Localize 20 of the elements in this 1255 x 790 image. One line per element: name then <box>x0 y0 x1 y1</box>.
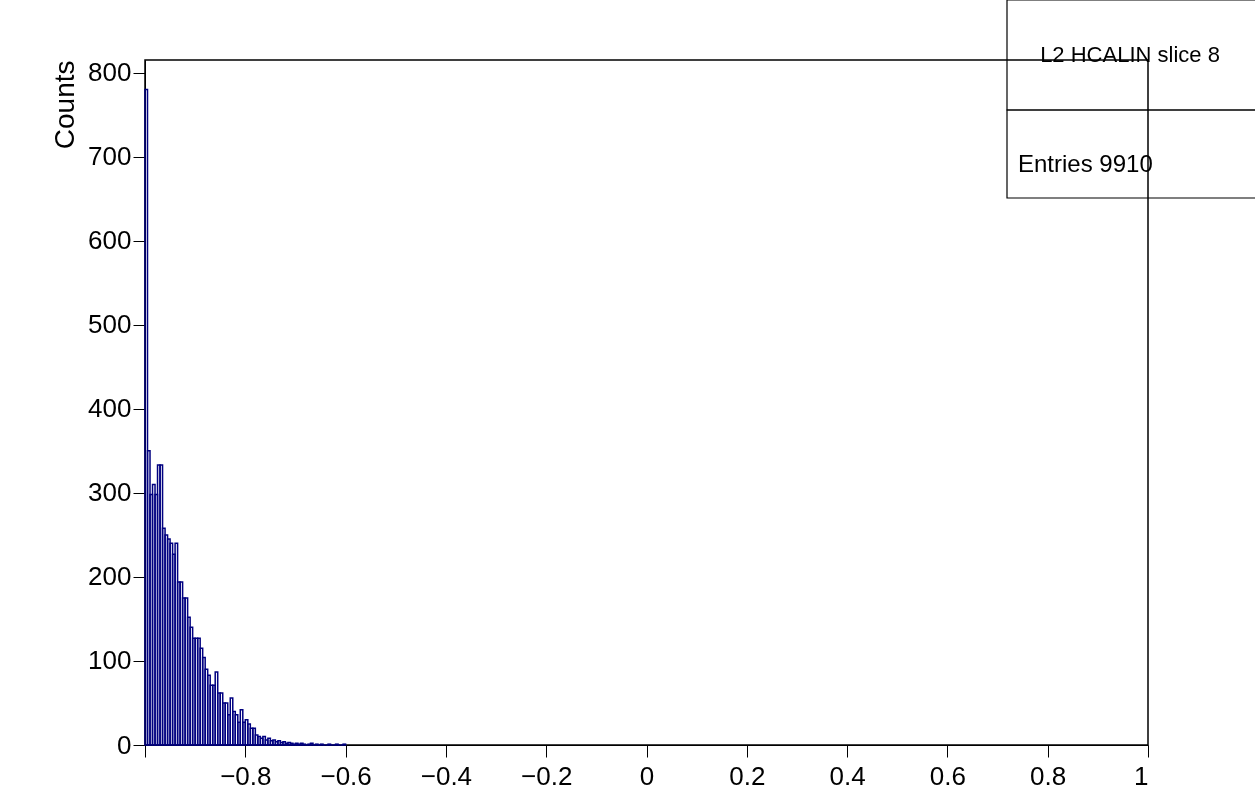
y-tick-label: 400 <box>88 393 132 424</box>
y-tick-label: 100 <box>88 645 132 676</box>
x-tick-label: 1 <box>1134 760 1149 790</box>
y-tick-label: 200 <box>88 561 132 592</box>
y-tick-label: 0 <box>117 729 132 760</box>
x-tick-label: −0.4 <box>420 760 473 790</box>
y-tick-label: 500 <box>88 309 132 340</box>
x-tick-label: 0.2 <box>729 760 766 790</box>
x-tick-label: 0 <box>639 760 655 790</box>
y-tick-label: 300 <box>88 477 132 508</box>
x-tick-label: −0.8 <box>220 760 272 790</box>
x-tick-label: 0.4 <box>829 760 866 790</box>
y-tick-label: 800 <box>88 57 132 88</box>
x-tick-label: 0.6 <box>929 760 966 790</box>
y-tick-label: 700 <box>88 141 132 172</box>
x-tick-label: 0.8 <box>1030 760 1067 790</box>
x-tick-label: −0.2 <box>521 760 573 790</box>
x-tick-label: −0.6 <box>320 760 372 790</box>
y-tick-label: 600 <box>88 225 132 256</box>
y-axis-title: Counts <box>49 60 81 150</box>
